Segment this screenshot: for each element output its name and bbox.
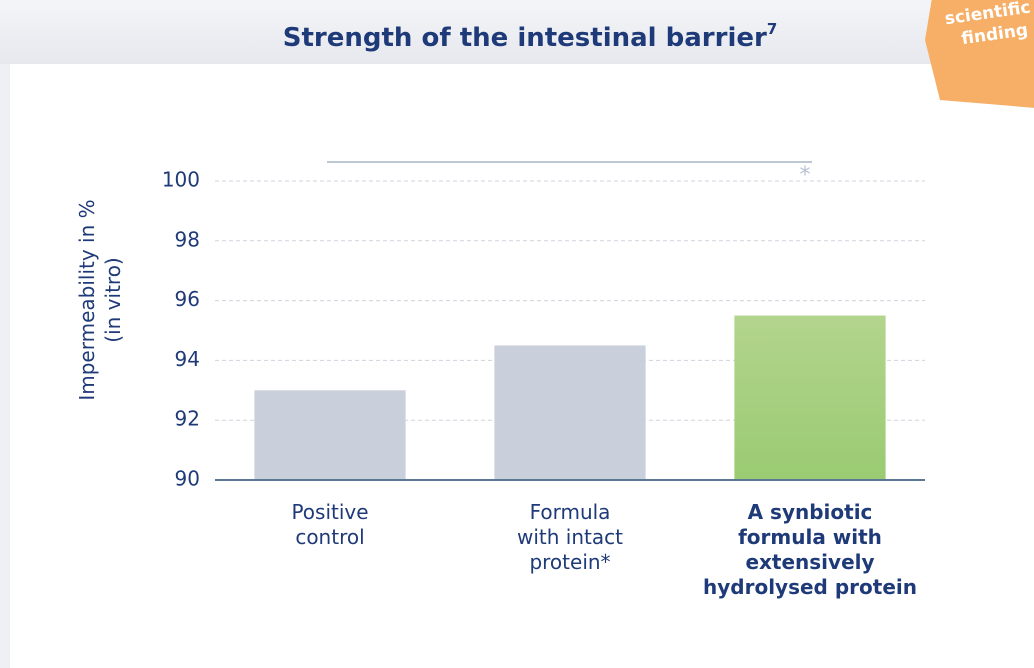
bar (734, 315, 886, 480)
bar (254, 390, 406, 480)
x-label-line: control (295, 525, 364, 549)
x-label-line: extensively (745, 550, 874, 574)
y-axis-label: Impermeability in % (in vitro) (75, 199, 125, 400)
x-label-line: protein* (529, 550, 610, 574)
bar (494, 345, 646, 480)
x-label-line: formula with (738, 525, 882, 549)
header-band (0, 0, 960, 64)
badge (925, 0, 1034, 108)
x-label-line: Positive (291, 500, 368, 524)
significance-label: * (800, 163, 811, 188)
y-tick-label: 94 (175, 347, 200, 371)
x-tick-label: A synbiotic formula with extensively hydrol… (703, 500, 917, 599)
y-label-line: (in vitro) (101, 257, 125, 342)
y-tick-label: 96 (175, 287, 200, 311)
x-label-line: hydrolysed protein (703, 575, 917, 599)
x-tick-label: Positive control (291, 500, 368, 549)
title-text: Strength of the intestinal barrier (283, 23, 767, 53)
x-label-line: Formula (530, 500, 611, 524)
y-tick-label: 90 (175, 467, 200, 491)
x-tick-label: Formula with intact protein* (517, 500, 623, 574)
chart-title: Strength of the intestinal barrier7 (283, 20, 778, 53)
y-label-line: Impermeability in % (75, 199, 99, 400)
y-tick-label: 100 (162, 168, 200, 192)
y-tick-label: 98 (175, 227, 200, 251)
x-label-line: with intact (517, 525, 623, 549)
frame (0, 0, 10, 668)
title-superscript: 7 (767, 20, 777, 38)
y-tick-label: 92 (175, 407, 200, 431)
x-label-line: A synbiotic (748, 500, 873, 524)
